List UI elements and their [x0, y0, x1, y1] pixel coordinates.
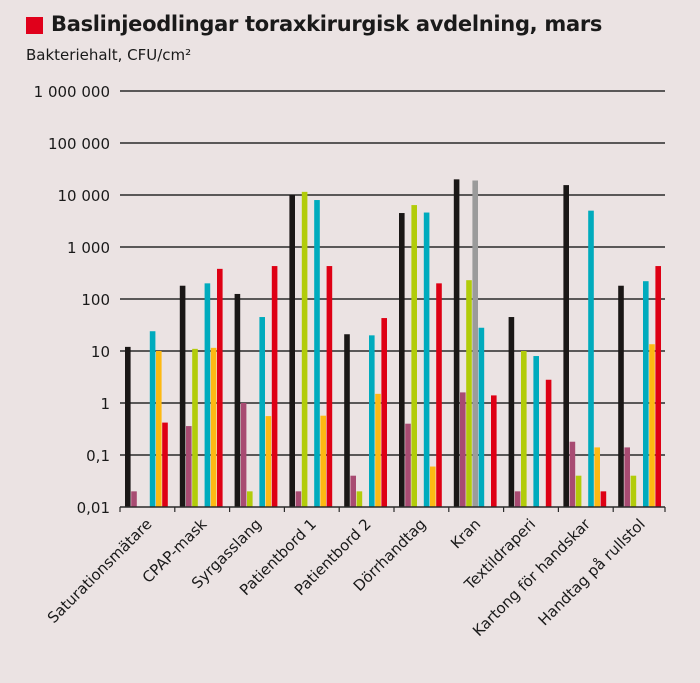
- x-tick-label: Kran: [447, 515, 484, 552]
- bar-green: [521, 351, 527, 507]
- bar-green: [466, 280, 472, 507]
- bar-red: [217, 268, 223, 507]
- bar-grey: [472, 180, 478, 507]
- bar-cyan: [369, 335, 375, 507]
- y-tick-label: 1: [100, 395, 110, 413]
- y-tick-label: 1 000 000: [34, 83, 110, 101]
- bar-orange: [320, 415, 326, 507]
- x-tick-label: Handtag på rullstol: [535, 515, 649, 629]
- bar-black: [125, 346, 131, 507]
- bar-black: [508, 317, 515, 507]
- bar-cyan: [259, 317, 265, 507]
- bar-mauve: [405, 423, 411, 507]
- bar-mauve: [350, 475, 356, 507]
- bar-red: [436, 283, 442, 507]
- bar-green: [192, 348, 198, 507]
- bar-green: [301, 191, 308, 507]
- bar-orange: [594, 447, 600, 507]
- bar-mauve: [295, 491, 302, 507]
- bar-cyan: [643, 281, 649, 507]
- bar-cyan: [314, 200, 320, 508]
- bar-red: [491, 395, 497, 507]
- y-tick-label: 100: [81, 291, 110, 309]
- bar-black: [179, 285, 186, 507]
- bar-cyan: [478, 327, 485, 507]
- bar-mauve: [460, 392, 466, 507]
- bar-cyan: [588, 210, 594, 507]
- bar-orange: [156, 351, 162, 507]
- bar-cyan: [149, 331, 156, 507]
- bar-cyan: [204, 283, 211, 507]
- y-axis-label: Bakteriehalt, CFU/cm²: [26, 46, 192, 64]
- bar-green: [575, 475, 582, 507]
- bar-cyan: [423, 212, 430, 507]
- x-tick-label: Saturationsmätare: [44, 515, 156, 627]
- y-tick-label: 10 000: [58, 187, 111, 205]
- bar-mauve: [569, 441, 576, 507]
- bar-black: [618, 285, 624, 507]
- bar-black: [344, 334, 350, 507]
- bar-cyan: [533, 356, 539, 507]
- bar-black: [234, 293, 241, 507]
- bar-red: [162, 422, 168, 507]
- bar-green: [630, 475, 637, 507]
- bar-mauve: [624, 447, 630, 507]
- bar-orange: [265, 416, 272, 507]
- bar-red: [600, 491, 607, 507]
- bar-mauve: [240, 403, 247, 507]
- y-tick-label: 0,1: [86, 447, 110, 465]
- bar-green: [247, 491, 253, 507]
- y-tick-label: 0,01: [77, 499, 110, 517]
- legend-marker: [26, 17, 43, 34]
- bar-orange: [649, 344, 655, 507]
- bar-red: [271, 266, 278, 507]
- bar-red: [326, 266, 333, 507]
- y-tick-label: 1 000: [67, 239, 110, 257]
- bar-green: [356, 491, 363, 507]
- bar-green: [411, 205, 417, 507]
- bar-orange: [210, 347, 217, 507]
- bar-black: [453, 179, 460, 507]
- bar-red: [545, 379, 552, 507]
- bar-mauve: [514, 491, 521, 507]
- bar-mauve: [131, 491, 137, 507]
- bar-orange: [430, 466, 436, 507]
- bar-red: [381, 318, 387, 507]
- y-tick-label: 100 000: [48, 135, 110, 153]
- bar-black: [563, 185, 569, 507]
- bar-black: [289, 195, 295, 507]
- bar-red: [655, 266, 661, 507]
- y-tick-label: 10: [91, 343, 110, 361]
- chart-title: Baslinjeodlingar toraxkirurgisk avdelnin…: [51, 12, 603, 36]
- bar-orange: [375, 393, 381, 507]
- bar-black: [399, 213, 405, 507]
- bar-mauve: [186, 426, 192, 507]
